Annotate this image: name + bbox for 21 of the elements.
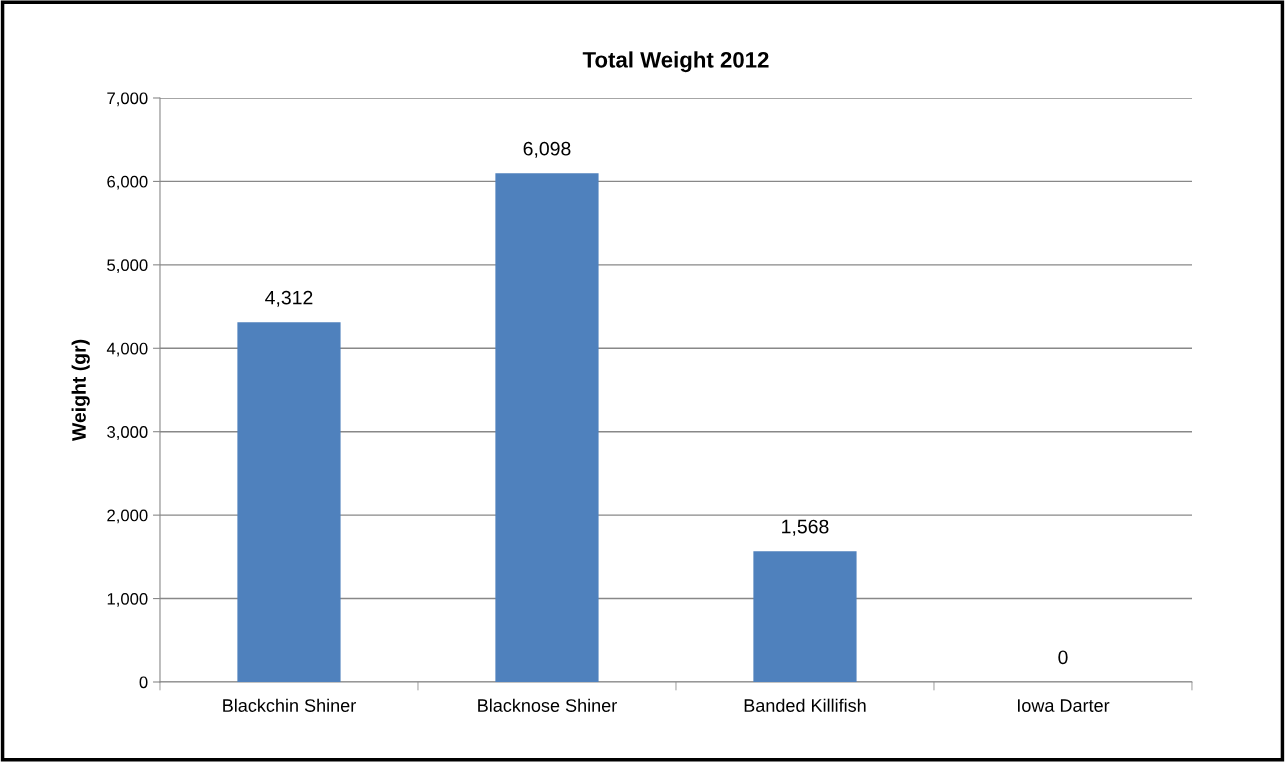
y-tick-label: 1,000 bbox=[107, 592, 148, 607]
y-tick-label: 7,000 bbox=[107, 92, 148, 107]
y-tick-label: 3,000 bbox=[107, 426, 148, 440]
bar bbox=[753, 551, 857, 682]
data-label: 4,312 bbox=[265, 290, 313, 307]
bar bbox=[495, 173, 599, 682]
y-tick-label: 6,000 bbox=[107, 175, 148, 190]
y-tick-label: 2,000 bbox=[107, 509, 148, 524]
x-tick-label: Blackchin Shiner bbox=[223, 698, 356, 712]
chart-title: Total Weight 2012 bbox=[582, 51, 769, 73]
y-axis-title: Weight (gr) bbox=[71, 339, 90, 442]
x-tick-label: Blacknose Shiner bbox=[478, 698, 617, 712]
y-tick-label: 4,000 bbox=[106, 342, 148, 357]
y-tick-label: 0 bbox=[139, 676, 148, 689]
data-label: 6,098 bbox=[523, 141, 571, 158]
bar bbox=[237, 322, 341, 682]
data-label: 1,568 bbox=[782, 519, 829, 536]
data-label: 0 bbox=[1058, 650, 1068, 665]
x-tick-label: Iowa Darter bbox=[1017, 699, 1110, 712]
y-tick-label: 5,000 bbox=[107, 259, 148, 274]
x-tick-label: Banded Killifish bbox=[744, 698, 866, 712]
